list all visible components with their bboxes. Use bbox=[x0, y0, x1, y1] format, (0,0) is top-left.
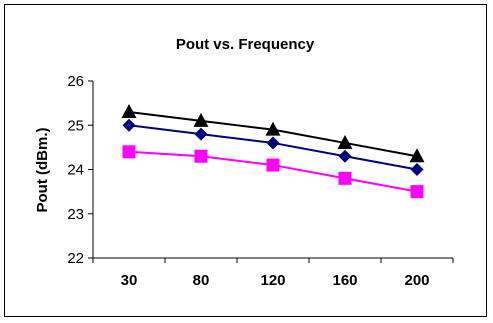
diamond-marker bbox=[266, 136, 280, 150]
square-marker bbox=[338, 171, 352, 185]
y-tick-label: 22 bbox=[67, 250, 84, 267]
x-tick-labels: 30 80 120 160 200 bbox=[121, 272, 430, 289]
diamond-marker bbox=[410, 163, 424, 176]
y-tick-label: 25 bbox=[67, 117, 84, 134]
diamond-marker bbox=[338, 149, 352, 163]
x-tick-label: 200 bbox=[404, 272, 429, 289]
y-tick-label: 24 bbox=[67, 162, 84, 179]
chart-title: Pout vs. Frequency bbox=[176, 36, 315, 53]
square-marker bbox=[266, 158, 280, 172]
x-tick-label: 120 bbox=[260, 272, 285, 289]
y-axis-label: Pout (dBm.) bbox=[34, 128, 51, 213]
triangle-marker bbox=[193, 112, 209, 127]
square-marker bbox=[194, 149, 208, 163]
x-tick-label: 30 bbox=[121, 272, 138, 289]
triangle-marker bbox=[265, 121, 281, 136]
triangle-marker bbox=[121, 103, 137, 118]
x-tick-label: 160 bbox=[332, 272, 357, 289]
square-marker bbox=[410, 185, 424, 199]
chart-frame bbox=[4, 4, 487, 317]
series-markers bbox=[121, 103, 425, 199]
x-tick-label: 80 bbox=[193, 272, 210, 289]
diamond-marker bbox=[194, 127, 208, 141]
y-tick-label: 23 bbox=[67, 206, 84, 223]
diamond-marker bbox=[122, 118, 136, 132]
y-tick-label: 26 bbox=[67, 73, 84, 90]
axes bbox=[88, 80, 454, 263]
square-marker bbox=[122, 145, 136, 159]
series-line-square bbox=[128, 150, 418, 193]
triangle-marker bbox=[337, 134, 353, 149]
triangle-marker bbox=[409, 148, 425, 163]
y-tick-labels: 22 23 24 25 26 bbox=[67, 73, 84, 267]
